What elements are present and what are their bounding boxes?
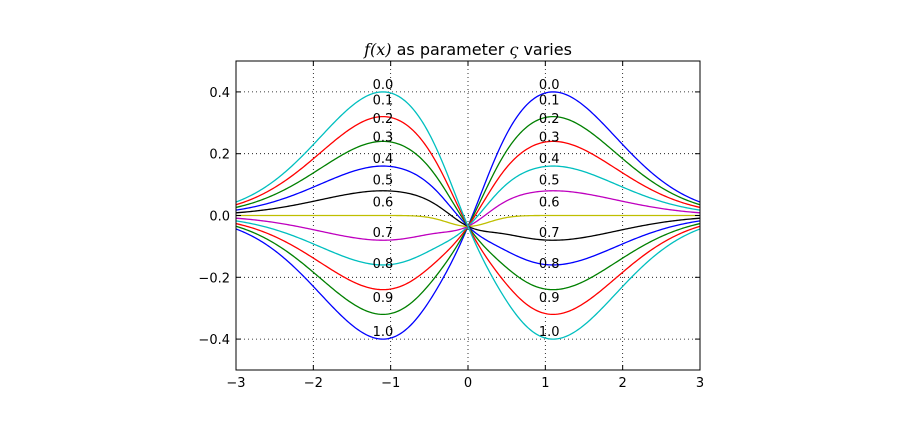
curve-label-left: 0.6 (373, 195, 394, 210)
curve-label-left: 0.3 (373, 130, 394, 145)
title-symbol: ς (509, 40, 518, 59)
y-tick-label: −0.4 (198, 333, 230, 348)
title-suffix: varies (518, 40, 572, 59)
curve-label-right: 0.8 (539, 257, 560, 272)
curve-label-right: 0.3 (539, 130, 560, 145)
curve-label-right: 0.4 (539, 152, 560, 167)
curve-label-left: 0.2 (373, 112, 394, 127)
x-tick-label: 1 (541, 376, 549, 391)
grid (236, 61, 700, 370)
title-math: f(x) (363, 40, 391, 59)
series-group (235, 91, 701, 340)
curve-label-left: 0.9 (373, 291, 394, 306)
axes: −3 −2 −1 0 1 2 3 −0.4 −0.2 0.0 0.2 0.4 (198, 61, 704, 391)
curve-label-right: 1.0 (539, 325, 560, 340)
curve-label-right: 0.7 (539, 226, 560, 241)
x-tick-label: 0 (464, 376, 472, 391)
curve-label-left: 1.0 (373, 325, 394, 340)
curve-label-left: 0.4 (373, 152, 394, 167)
curve-label-right: 0.5 (539, 174, 560, 189)
x-tick-label: −2 (304, 376, 323, 391)
x-tick-label: 3 (696, 376, 704, 391)
curve-label-left: 0.8 (373, 257, 394, 272)
x-tick-label: −1 (381, 376, 400, 391)
x-tick-label: 2 (619, 376, 627, 391)
curve-label-left: 0.1 (373, 93, 394, 108)
curve-label-right: 0.6 (539, 195, 560, 210)
curve-labels: 1.0 0.0 0.9 0.1 0.8 0.2 0.7 0.3 0.6 0.4 0.5 0.5 0.4 0… (373, 78, 560, 340)
title-text: as parameter (392, 40, 510, 59)
curve-label-right: 0.1 (539, 93, 560, 108)
curve-label-right: 0.0 (539, 78, 560, 93)
curve-label-right: 0.2 (539, 112, 560, 127)
curve-label-right: 0.9 (539, 291, 560, 306)
curve-label-left: 0.0 (373, 78, 394, 93)
curve-label-left: 0.7 (373, 226, 394, 241)
x-tick-label: −3 (226, 376, 245, 391)
chart-title: f(x) as parameter ς varies (363, 40, 572, 59)
y-tick-label: 0.4 (209, 86, 230, 101)
series-line-1.0 (235, 91, 701, 340)
y-tick-label: 0.2 (209, 148, 230, 163)
y-tick-label: 0.0 (209, 210, 230, 225)
curve-label-left: 0.5 (373, 174, 394, 189)
y-tick-label: −0.2 (198, 271, 230, 286)
